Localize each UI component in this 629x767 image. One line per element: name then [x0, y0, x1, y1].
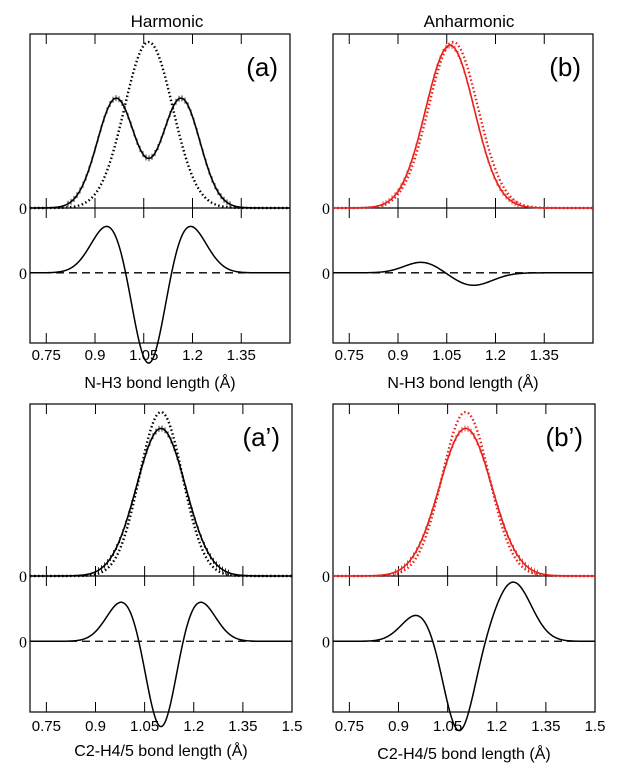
panel-label: (b’): [545, 422, 583, 452]
series-solid: [30, 427, 292, 577]
panel-frame: [29, 403, 293, 713]
x-tick-label: 1.35: [530, 347, 559, 364]
panel-frame: [332, 403, 596, 713]
x-tick-label: 0.9: [85, 718, 106, 735]
x-axis-label: N-H3 bond length (Å): [84, 373, 235, 392]
series-difference: [30, 225, 290, 364]
x-tick-label: 0.75: [32, 718, 61, 735]
panel-a2: 0.75 0.9 1.05 1.2 1.35 1.5 0 0 (a’) C2-H4/5 bond …: [19, 403, 303, 760]
x-axis-label: N-H3 bond length (Å): [387, 373, 538, 392]
zero-label-top: 0: [19, 569, 27, 586]
x-tick-label: 1.5: [282, 718, 303, 735]
x-tick-label: 0.75: [32, 347, 61, 364]
panel-label: (b): [549, 52, 581, 82]
x-tick-label: 1.35: [228, 718, 257, 735]
x-tick-label: 1.35: [227, 347, 256, 364]
series-difference: [30, 601, 292, 728]
x-tick-label: 1.2: [183, 718, 204, 735]
x-tick-label: 1.35: [531, 718, 560, 735]
series-solid: [333, 44, 593, 209]
panel-b2: 0.75 0.9 1.05 1.2 1.35 1.5 0 0 (b’) C2-H4/5 bond …: [322, 403, 606, 763]
x-tick-label: 1.05: [432, 347, 461, 364]
zero-label-bottom: 0: [19, 634, 27, 651]
panel-label: (a’): [242, 422, 280, 452]
series-difference: [333, 261, 593, 287]
x-tick-label: 0.75: [335, 347, 364, 364]
x-tick-label: 1.05: [130, 718, 159, 735]
x-tick-label: 1.05: [433, 718, 462, 735]
panel-label: (a): [246, 52, 278, 82]
series-solid: [30, 97, 290, 209]
series-dotted: [30, 40, 290, 210]
x-tick-label: 1.2: [182, 347, 203, 364]
col-title-harmonic: Harmonic: [131, 12, 204, 31]
zero-label-bottom: 0: [322, 634, 330, 651]
x-tick-label: 0.75: [335, 718, 364, 735]
col-title-anharmonic: Anharmonic: [424, 12, 515, 31]
x-tick-label: 0.9: [388, 718, 409, 735]
x-tick-label: 1.2: [485, 347, 506, 364]
series-dotted: [333, 410, 595, 578]
panel-frame: [332, 33, 594, 344]
panels: 0.75 0.9 1.05 1.2 1.35 0 0 (a) N-H3 bond length …: [19, 33, 606, 763]
zero-label-bottom: 0: [322, 266, 330, 283]
panel-frame: [29, 33, 291, 344]
zero-label-bottom: 0: [19, 266, 27, 283]
x-tick-label: 0.9: [388, 347, 409, 364]
x-tick-label: 1.2: [486, 718, 507, 735]
zero-label-top: 0: [322, 569, 330, 586]
x-axis-label: C2-H4/5 bond length (Å): [74, 741, 247, 760]
zero-label-top: 0: [19, 201, 27, 218]
x-tick-label: 1.5: [585, 718, 606, 735]
x-tick-label: 0.9: [85, 347, 106, 364]
x-axis-label: C2-H4/5 bond length (Å): [377, 744, 550, 763]
zero-label-top: 0: [322, 201, 330, 218]
series-difference: [333, 581, 595, 732]
panel-b: 0.75 0.9 1.05 1.2 1.35 0 0 (b) N-H3 bond length …: [322, 33, 594, 392]
